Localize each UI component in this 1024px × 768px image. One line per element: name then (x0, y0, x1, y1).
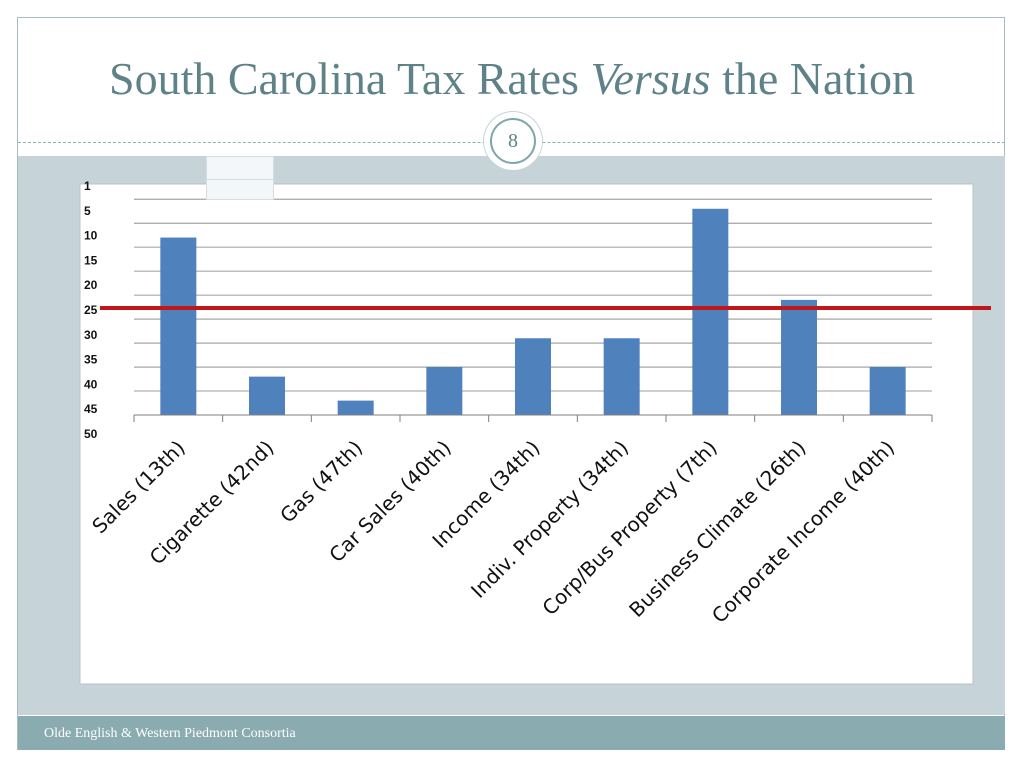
bar (515, 338, 551, 415)
bar (869, 367, 906, 415)
slide-number-badge: 8 (484, 112, 542, 170)
empty-placeholder-box (206, 156, 274, 200)
y-tick-label: 25 (84, 303, 98, 317)
y-tick-label: 1 (84, 179, 91, 193)
slide-title: South Carolina Tax Rates Versus the Nati… (0, 52, 1024, 105)
y-tick-label: 50 (84, 427, 98, 441)
y-tick-label: 30 (84, 328, 98, 342)
title-tail: the Nation (710, 53, 915, 104)
y-tick-label: 40 (84, 377, 98, 391)
bar (160, 237, 197, 415)
y-tick-label: 10 (84, 229, 98, 243)
bar (781, 299, 817, 415)
placeholder-divider (207, 179, 273, 180)
bar (603, 338, 640, 415)
bar (692, 208, 729, 415)
y-tick-label: 20 (84, 278, 98, 292)
y-tick-label: 5 (84, 204, 91, 218)
footer-text: Olde English & Western Piedmont Consorti… (44, 726, 296, 741)
chart-area (79, 183, 974, 685)
y-tick-label: 35 (84, 353, 98, 367)
title-emphasis: Versus (590, 53, 711, 104)
y-tick-label: 15 (84, 253, 98, 267)
title-main: South Carolina Tax Rates (109, 53, 591, 104)
bar (426, 367, 463, 415)
bar (337, 400, 374, 415)
footer-bar (18, 716, 1005, 750)
bar (249, 376, 285, 415)
slide-number: 8 (490, 118, 536, 164)
y-tick-label: 45 (84, 402, 98, 416)
